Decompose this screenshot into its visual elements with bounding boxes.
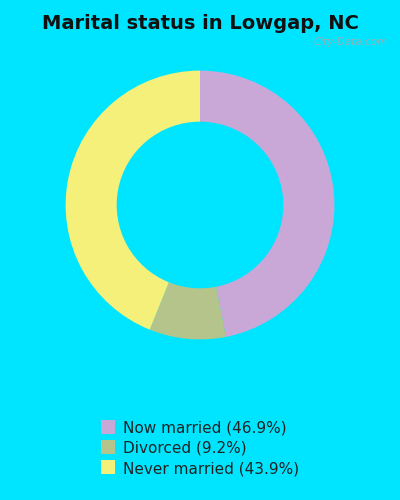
Legend: Now married (46.9%), Divorced (9.2%), Never married (43.9%): Now married (46.9%), Divorced (9.2%), Ne…	[95, 414, 305, 482]
Text: Marital status in Lowgap, NC: Marital status in Lowgap, NC	[42, 14, 358, 33]
Text: City-Data.com: City-Data.com	[314, 36, 388, 46]
Wedge shape	[200, 70, 334, 337]
Wedge shape	[150, 282, 226, 340]
Wedge shape	[66, 70, 200, 330]
